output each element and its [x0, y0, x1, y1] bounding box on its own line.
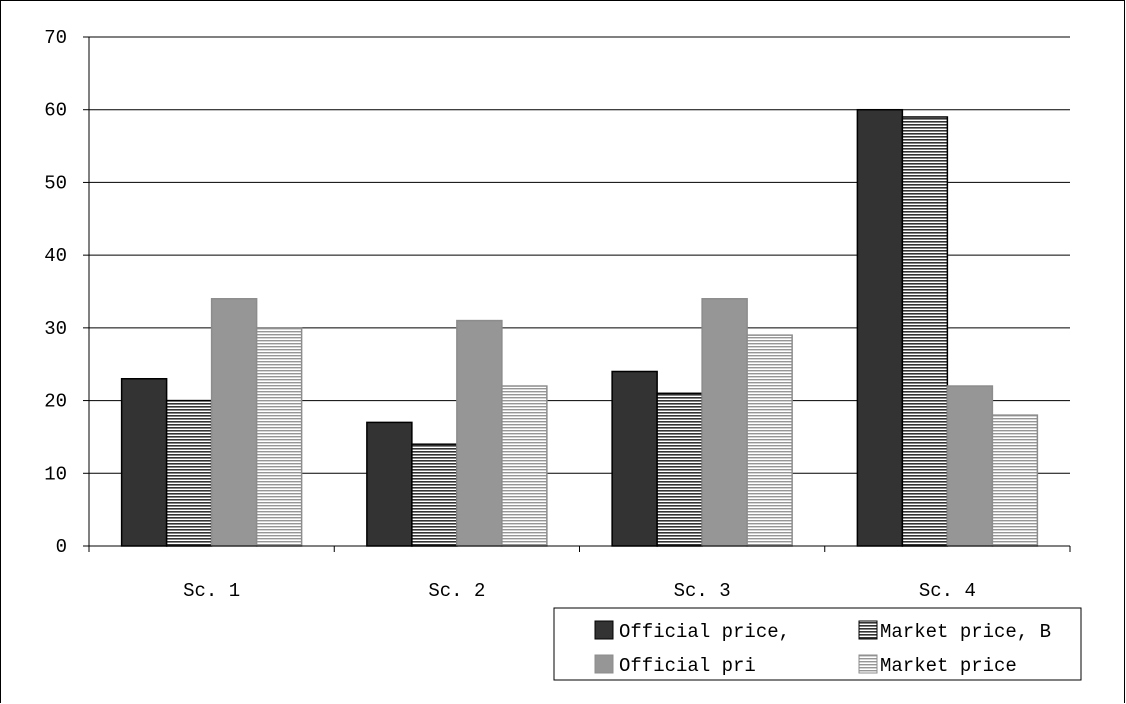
legend: Official price, Market price, B Official p… — [553, 607, 1082, 681]
bar-series-2-cat-1 — [165, 399, 213, 547]
legend-label: Market price — [880, 655, 1017, 677]
bar-series-3-cat-2 — [456, 319, 503, 547]
bar-series-3-cat-3 — [701, 298, 748, 547]
bar-series-2-cat-2 — [411, 443, 458, 547]
bar-series-2-cat-4 — [901, 116, 949, 547]
bars — [120, 108, 1039, 547]
legend-swatch — [858, 620, 878, 640]
legend-swatch — [594, 620, 614, 640]
legend-label: Official pri — [619, 655, 756, 677]
x-tick-label: Sc. 4 — [919, 580, 976, 602]
legend-swatch — [858, 654, 878, 674]
y-tick-label: 40 — [44, 245, 67, 267]
bar-series-1-cat-3 — [611, 370, 658, 547]
y-tick-label: 30 — [44, 318, 67, 340]
y-tick-label: 60 — [44, 100, 67, 122]
bar-series-1-cat-1 — [120, 378, 168, 547]
y-tick-label: 50 — [44, 172, 67, 194]
y-tick-label: 70 — [44, 27, 67, 49]
legend-swatch — [594, 654, 614, 674]
bar-series-3-cat-1 — [210, 298, 258, 547]
x-tick-label: Sc. 1 — [183, 580, 240, 602]
y-tick-labels: 0 10 20 30 40 50 60 70 — [44, 27, 67, 558]
y-tick-label: 0 — [56, 536, 67, 558]
bar-series-1-cat-4 — [856, 108, 904, 547]
y-tick-label: 10 — [44, 463, 67, 485]
y-tick-label: 20 — [44, 391, 67, 413]
legend-label: Market price, B — [880, 621, 1051, 643]
x-tick-label: Sc. 3 — [674, 580, 731, 602]
axes — [83, 36, 1071, 552]
legend-label: Official price, — [619, 621, 790, 643]
bar-series-4-cat-1 — [255, 327, 303, 547]
bar-series-4-cat-4 — [991, 414, 1039, 547]
bar-series-2-cat-3 — [656, 392, 703, 547]
bar-series-4-cat-3 — [746, 334, 793, 547]
bar-series-1-cat-2 — [366, 421, 413, 547]
x-tick-labels: Sc. 1 Sc. 2 Sc. 3 Sc. 4 — [183, 580, 976, 602]
legend-box — [553, 607, 1082, 681]
bar-series-4-cat-2 — [501, 385, 548, 547]
bar-series-3-cat-4 — [946, 385, 994, 547]
x-tick-label: Sc. 2 — [428, 580, 485, 602]
